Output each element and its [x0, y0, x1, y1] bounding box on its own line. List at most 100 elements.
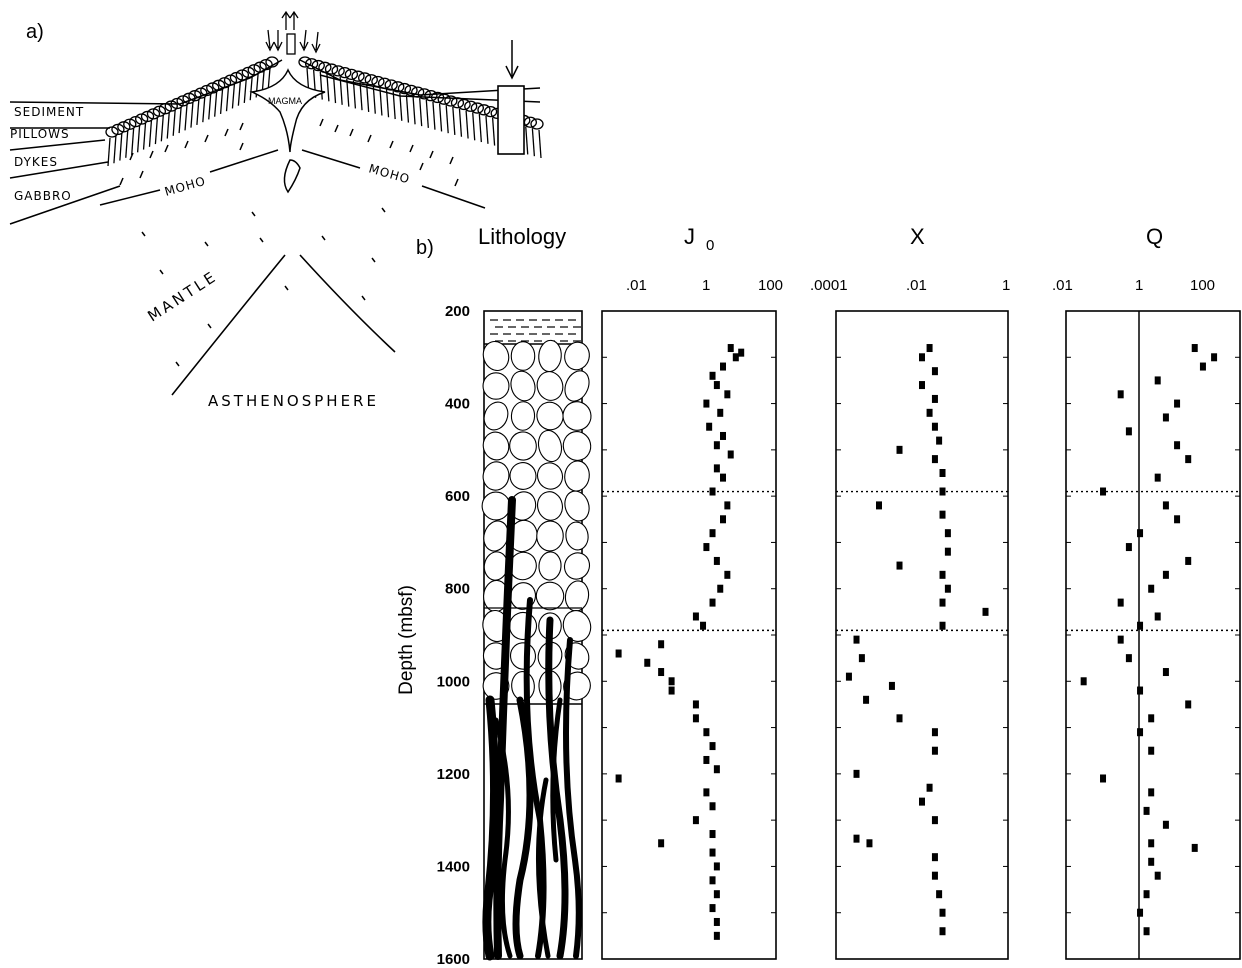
mantle-mark: [204, 241, 209, 247]
x-data-point: [845, 672, 852, 681]
q-data-point: [1191, 344, 1198, 353]
pillows-label: PILLOWS: [10, 127, 70, 141]
j0-data-point: [644, 658, 651, 667]
j0-subscript: 0: [706, 237, 714, 254]
q-data-point: [1174, 441, 1181, 450]
q-data-point: [1148, 839, 1155, 848]
x-data-point: [931, 422, 938, 431]
pillow-stalk: [412, 96, 416, 125]
j0-data-point: [709, 598, 716, 607]
depth-axis: 200 400 600 800 1000 1200 1400 1600: [437, 303, 1240, 968]
x-data-point: [936, 436, 943, 445]
j0-data-point: [709, 802, 716, 811]
q-data-point: [1154, 473, 1161, 482]
j0-title: J: [684, 224, 695, 249]
x-data-point: [939, 510, 946, 519]
dyke-tick: [409, 144, 414, 153]
dyke-streak: [482, 695, 500, 961]
pillow-stalk: [190, 101, 194, 128]
x-data-point: [919, 381, 925, 390]
pillow-stalk: [332, 75, 337, 104]
q-data-point: [1143, 927, 1150, 936]
q-data-point: [1148, 746, 1155, 755]
q-data-point: [1137, 529, 1144, 538]
x-data-point: [926, 408, 933, 417]
pillow-stalk: [525, 126, 529, 155]
j0-data-point: [720, 515, 727, 524]
q-data-point: [1125, 543, 1132, 552]
j0-data-point: [658, 839, 665, 848]
pillow-oval: [536, 520, 564, 552]
x-data-point: [876, 501, 882, 510]
dyke-streak: [493, 717, 513, 959]
j0-data-point: [658, 668, 665, 677]
pillow-shape: [404, 84, 418, 96]
j0-data-point: [724, 390, 731, 399]
x-data-point: [939, 469, 946, 477]
pillow-basalt-ovals: [481, 339, 592, 702]
pillow-shape: [411, 86, 425, 98]
depth-tick-label: 200: [445, 303, 470, 320]
j0-data-point: [717, 584, 724, 593]
x-data-point: [982, 607, 989, 616]
depth-tick-label: 400: [445, 396, 470, 413]
pillow-shape: [371, 75, 385, 88]
q-data-point: [1117, 635, 1124, 644]
j0-data-point: [720, 431, 727, 440]
x-title: X: [910, 224, 925, 249]
x-data-point: [931, 853, 938, 862]
q-data-point: [1185, 556, 1192, 565]
pillow-shape: [464, 100, 478, 112]
pillow-stalk: [219, 88, 224, 114]
dyke-tick: [119, 177, 124, 186]
pillow-oval: [536, 462, 564, 490]
dyke-streak: [545, 616, 569, 960]
dyke-tick: [224, 128, 229, 137]
pillow-stalk: [231, 83, 236, 109]
pillow-stalk: [366, 83, 370, 112]
panel-a-label: a): [26, 21, 44, 43]
x-data-point: [926, 344, 933, 353]
pillow-shape: [331, 65, 345, 77]
pillow-stalk: [379, 87, 383, 116]
j0-data-point: [615, 649, 622, 658]
pillow-shape: [265, 56, 279, 68]
mantle-mark: [371, 257, 376, 263]
pillow-stalk: [432, 101, 436, 130]
pillow-shape: [417, 88, 431, 100]
dyke-streak: [536, 777, 551, 959]
gabbro-label: GABBRO: [14, 189, 72, 203]
pillow-stalk: [339, 76, 343, 105]
j0-data-point: [658, 640, 665, 649]
j0-data-point: [668, 686, 675, 695]
x-data-point: [931, 394, 938, 403]
mantle-mark: [361, 295, 366, 301]
q-data-point: [1199, 362, 1206, 371]
panel-b-downhole-logs: b) Lithology J 0 X Q Depth (mbsf) 200 400…: [396, 224, 1241, 968]
j0-data-point: [713, 765, 720, 774]
pillow-oval: [536, 401, 564, 431]
j0-data-point: [713, 441, 720, 450]
q-data-point: [1211, 353, 1218, 362]
j0-tick-2: 100: [758, 277, 783, 294]
dyke-tick: [149, 150, 154, 159]
j0-data-point: [720, 473, 727, 482]
j0-data-point: [692, 700, 699, 709]
dyke-tick: [239, 142, 244, 151]
pillow-shape: [437, 93, 451, 105]
mantle-mark: [175, 361, 180, 367]
q-plot-frame: [1065, 310, 1241, 960]
pillow-stalk: [249, 75, 253, 101]
pillow-shape: [304, 58, 319, 70]
q-data-point: [1080, 677, 1087, 686]
x-plot-frame: [835, 310, 1009, 960]
dyke-streak: [550, 697, 563, 863]
dyke-tick: [449, 156, 454, 165]
q-data-point: [1174, 399, 1181, 408]
pillow-stalk: [445, 105, 449, 134]
pillow-stalk: [438, 103, 443, 132]
j0-data-point: [720, 362, 727, 371]
pillow-stalk: [405, 94, 410, 123]
dykes-layer: [119, 118, 459, 187]
